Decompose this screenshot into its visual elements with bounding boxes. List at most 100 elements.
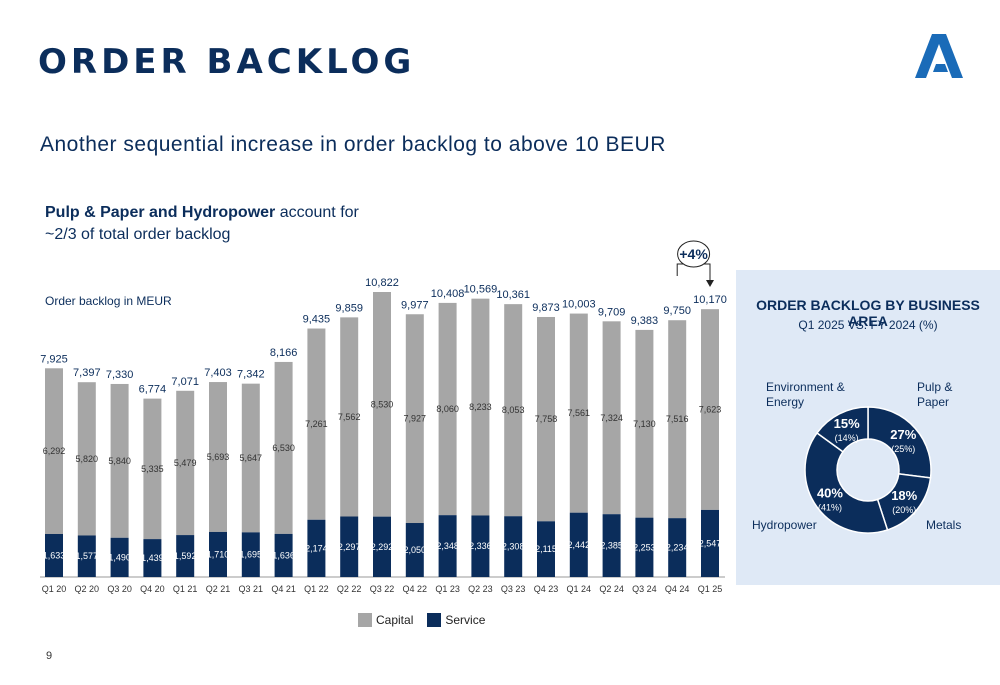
slice-percent: 15% [834, 416, 860, 431]
growth-arrowhead [706, 280, 714, 287]
label-service: 2,234 [666, 543, 689, 553]
x-tick-label: Q1 24 [567, 584, 592, 594]
label-capital: 7,516 [666, 414, 689, 424]
x-tick-label: Q2 22 [337, 584, 362, 594]
x-tick-label: Q4 21 [271, 584, 296, 594]
label-service: 2,050 [404, 545, 427, 555]
bar-service [438, 515, 457, 577]
bar-capital [635, 329, 654, 518]
bar-capital [471, 298, 490, 516]
label-capital: 5,335 [141, 464, 164, 474]
panel-title: ORDER BACKLOG BY BUSINESS AREA [756, 297, 980, 329]
bar-service [176, 535, 195, 577]
slice-prior-percent: (20%) [892, 505, 916, 515]
bar-service [209, 531, 227, 577]
label-service: 2,174 [305, 543, 328, 553]
bar-service [274, 533, 293, 577]
bar-service [602, 514, 621, 577]
label-total: 10,003 [562, 299, 596, 311]
x-tick-label: Q3 22 [370, 584, 395, 594]
label-total: 9,859 [335, 302, 363, 314]
label-service: 2,308 [502, 542, 525, 552]
label-total: 9,750 [663, 305, 691, 317]
label-total: 7,925 [40, 353, 68, 365]
label-capital: 8,060 [436, 404, 459, 414]
bar-service [340, 516, 359, 577]
page-number: 9 [46, 650, 53, 662]
label-total: 10,569 [464, 284, 498, 296]
legend-item-service: Service [427, 613, 485, 627]
bar-capital [241, 383, 260, 533]
bar-service [471, 515, 490, 577]
label-total: 7,397 [73, 367, 101, 379]
label-service: 2,115 [535, 544, 557, 554]
bar-capital [307, 328, 326, 520]
bar-service [307, 519, 326, 577]
x-tick-label: Q1 20 [42, 584, 67, 594]
bar-capital [110, 383, 129, 538]
label-service: 1,592 [174, 551, 197, 561]
label-service: 2,292 [371, 542, 394, 552]
bar-capital [668, 320, 687, 519]
label-service: 1,439 [141, 553, 164, 563]
bar-service [405, 523, 424, 577]
bar-capital [602, 321, 621, 515]
bar-service [110, 537, 129, 577]
slice-name-hydropower: Hydropower [752, 518, 817, 532]
label-service: 1,577 [76, 551, 99, 561]
label-service: 2,442 [568, 540, 591, 550]
label-capital: 8,053 [502, 405, 525, 415]
bar-capital [701, 309, 719, 510]
key-message-rest: account for ~2/3 of total order backlog [45, 204, 359, 243]
label-capital: 8,530 [371, 399, 394, 409]
label-total: 10,408 [431, 288, 465, 300]
bar-capital [373, 292, 391, 517]
bar-capital [504, 304, 523, 517]
bar-service [668, 518, 687, 577]
slice-name-pulp-paper: Pulp & Paper [917, 380, 953, 409]
x-tick-label: Q1 25 [698, 584, 723, 594]
label-total: 10,361 [496, 289, 530, 301]
bar-capital [340, 317, 359, 517]
label-total: 6,774 [139, 384, 167, 396]
label-service: 2,336 [469, 541, 492, 551]
bar-capital [209, 382, 227, 532]
panel-subtitle: Q1 2025 VS. FY 2024 (%) [798, 318, 938, 332]
bar-capital [405, 314, 424, 524]
bar-service [701, 509, 719, 577]
bar-capital [438, 302, 457, 516]
bar-service [45, 533, 63, 577]
unit-label: Order backlog in MEUR [45, 294, 172, 308]
x-tick-label: Q1 22 [304, 584, 329, 594]
label-capital: 8,233 [469, 402, 492, 412]
key-message: Pulp & Paper and Hydropower account for … [45, 202, 365, 246]
label-service: 1,710 [207, 549, 230, 559]
bar-capital [45, 368, 63, 534]
slice-percent: 27% [890, 427, 916, 442]
slice-prior-percent: (14%) [835, 433, 859, 443]
label-capital: 5,693 [207, 452, 230, 462]
label-total: 7,403 [204, 367, 232, 379]
x-tick-label: Q2 20 [75, 584, 100, 594]
label-total: 8,166 [270, 347, 298, 359]
bar-capital [537, 316, 555, 522]
label-service: 2,547 [699, 538, 722, 548]
page-title: ORDER BACKLOG [38, 42, 416, 82]
bar-service [569, 512, 588, 577]
x-tick-label: Q4 24 [665, 584, 690, 594]
label-capital: 7,261 [305, 419, 328, 429]
slice-name-environment-energy: Environment & Energy [766, 380, 845, 409]
bar-service [635, 517, 654, 577]
label-capital: 7,562 [338, 412, 361, 422]
bar-service [537, 521, 555, 577]
legend-item-capital: Capital [358, 613, 413, 627]
bar-capital [569, 313, 588, 513]
x-tick-label: Q4 22 [403, 584, 428, 594]
label-service: 2,297 [338, 542, 361, 552]
slice-prior-percent: (25%) [891, 444, 915, 454]
growth-bubble [677, 240, 711, 268]
slice-percent: 18% [891, 488, 917, 503]
label-service: 1,636 [272, 550, 295, 560]
label-service: 2,385 [600, 541, 623, 551]
key-message-bold: Pulp & Paper and Hydropower [45, 204, 276, 221]
